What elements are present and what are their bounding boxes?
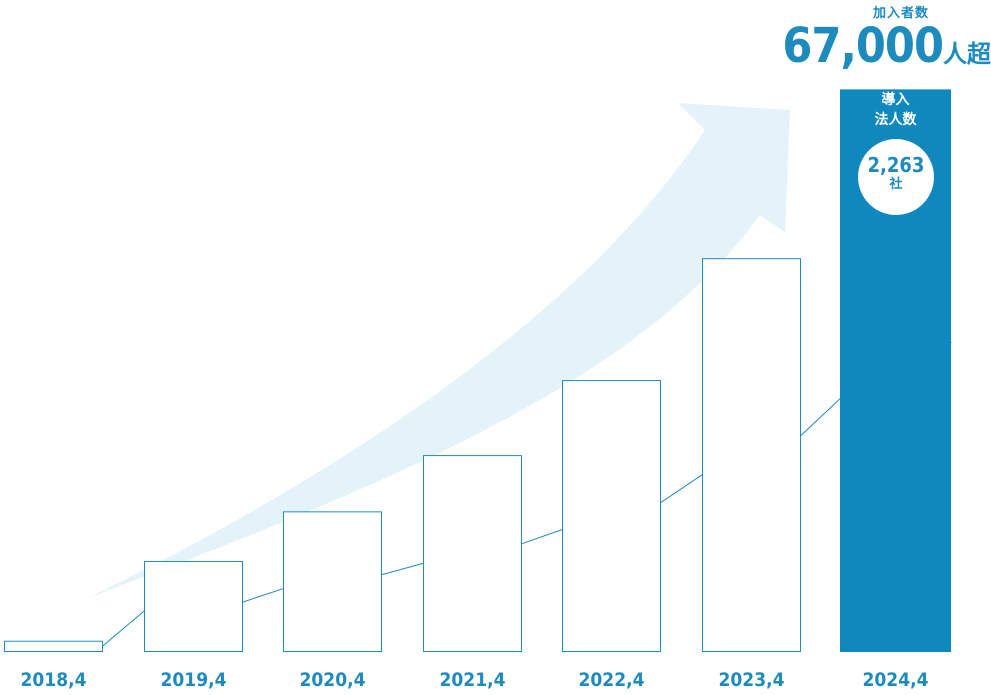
- bar-2022-4: [562, 380, 661, 652]
- subscriber-count: 67,000人超: [782, 18, 991, 74]
- bars-group: [4, 89, 951, 653]
- subscriber-caption: 加入者数: [872, 6, 929, 21]
- x-tick-label: 2021,4: [440, 669, 506, 691]
- x-tick-label: 2023,4: [719, 669, 785, 691]
- x-tick-label: 2018,4: [21, 669, 87, 691]
- x-tick-label: 2024,4: [863, 669, 929, 691]
- subscriber-count-unit: 人超: [943, 40, 991, 68]
- x-tick-label: 2020,4: [300, 669, 366, 691]
- bar-2023-4: [702, 258, 801, 652]
- companies-unit: 社: [889, 177, 903, 192]
- growth-arrow: [88, 103, 790, 598]
- companies-label: 導入 法人数: [840, 90, 951, 130]
- companies-badge: 2,263 社: [858, 139, 934, 215]
- companies-label-line2: 法人数: [874, 112, 917, 128]
- x-tick-label: 2022,4: [579, 669, 645, 691]
- bar-2021-4: [423, 455, 522, 652]
- x-tick-label: 2019,4: [161, 669, 227, 691]
- x-axis-ticks: 2018,4 2019,4 2020,4 2021,4 2022,4 2023,4 2024…: [21, 669, 929, 691]
- bar-2020-4: [283, 511, 382, 652]
- companies-label-line1: 導入: [881, 92, 910, 108]
- subscriber-count-number: 67,000: [782, 18, 944, 74]
- bar-2019-4: [144, 561, 243, 652]
- companies-count: 2,263: [867, 153, 925, 177]
- bar-2018-4: [4, 640, 103, 653]
